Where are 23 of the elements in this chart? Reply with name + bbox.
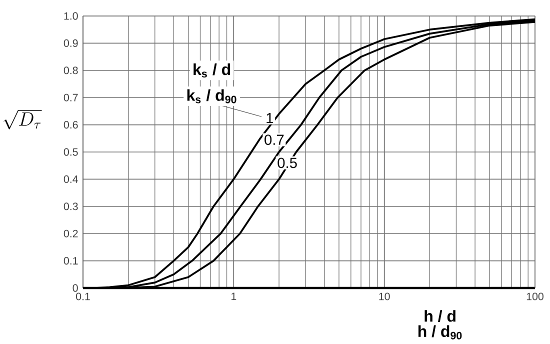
- y-tick-label: 0.7: [64, 94, 78, 102]
- legend-title: k$_{s}$ / d: [194, 63, 230, 78]
- x-tick-label: 100: [526, 292, 544, 300]
- x-tick-label: 0.1: [76, 292, 90, 300]
- text: h / d$_{90}$: [418, 325, 462, 340]
- y-tick-label: 0.8: [64, 66, 78, 74]
- y-axis-title: $\sqrt{D_{\tau}}$: [4, 110, 42, 130]
- y-tick-label: 0.5: [64, 148, 78, 156]
- y-tick-label: 0.6: [64, 121, 78, 129]
- x-tick-label: 1: [232, 292, 236, 300]
- annotation: k$_{s}$ / d$_{90}$: [187, 89, 236, 104]
- y-tick-label: 0.9: [64, 39, 78, 47]
- y-tick-label: 0.1: [64, 257, 78, 265]
- y-tick-label: 0: [72, 284, 78, 292]
- x-axis-title: h / d: [424, 310, 456, 322]
- series-label: 0.5: [278, 158, 297, 168]
- y-tick-label: 1.0: [64, 12, 78, 20]
- y-tick-label: 0.2: [64, 230, 78, 238]
- y-tick-label: 0.3: [64, 202, 78, 210]
- series-label: 0.7: [264, 134, 284, 145]
- y-tick-label: 0.4: [64, 175, 78, 183]
- series-label: 1: [266, 112, 274, 124]
- x-tick-label: 10: [379, 292, 390, 300]
